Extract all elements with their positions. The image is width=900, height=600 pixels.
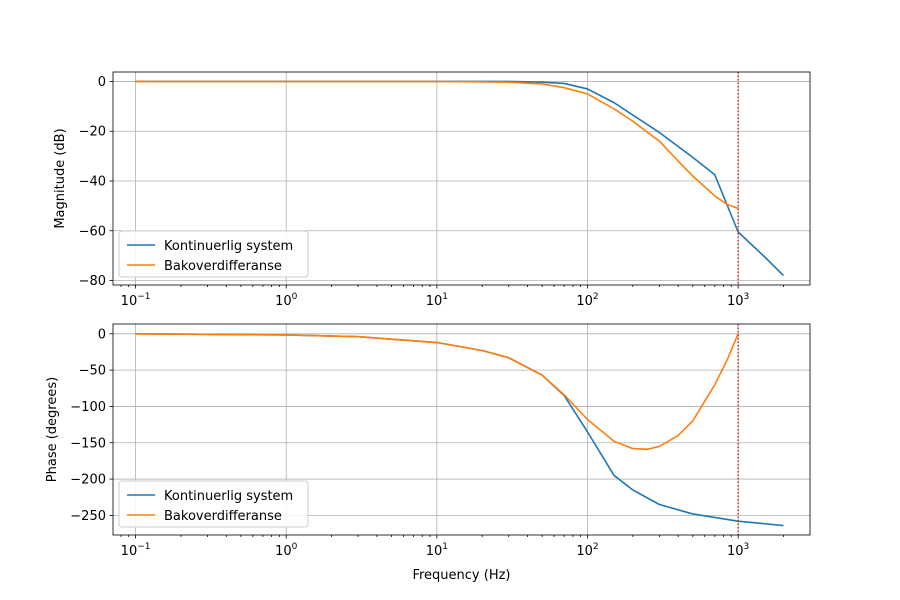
legend-label: Bakoverdifferanse (164, 259, 282, 274)
x-tick-label: 10−1 (121, 292, 151, 309)
x-tick-label: 102 (576, 542, 598, 559)
legend: Kontinuerlig system Bakoverdifferanse (118, 480, 309, 528)
x-tick-label: 100 (275, 292, 298, 309)
subplot-phase: 10−1 100 101 102 103 0 −50 −100 −150 −200 −250 Phas… (45, 323, 811, 583)
x-tick-label: 10−1 (121, 542, 151, 559)
y-axis-label: Magnitude (dB) (53, 128, 68, 228)
x-tick-label: 100 (275, 542, 298, 559)
x-tick-label: 101 (426, 542, 448, 559)
axes-frame (112, 323, 811, 536)
series-line (135, 80, 739, 210)
subplot-magnitude: 10−1 100 101 102 103 0 −20 −40 −60 −80 Magnitude (… (53, 71, 811, 309)
y-tick-label: −60 (79, 224, 106, 239)
y-tick-label: −40 (79, 174, 106, 189)
y-tick-label: −80 (79, 274, 106, 289)
y-axis-label: Phase (degrees) (45, 377, 60, 482)
x-tick-label: 103 (727, 542, 749, 559)
legend: Kontinuerlig system Bakoverdifferanse (118, 230, 309, 278)
y-tick-label: −100 (70, 400, 106, 415)
x-tick-label: 102 (576, 292, 598, 309)
series-line (135, 333, 739, 451)
y-tick-label: 0 (98, 327, 106, 342)
legend-box (118, 480, 309, 528)
y-tick-label: −20 (79, 125, 106, 140)
x-tick-label: 103 (727, 292, 749, 309)
y-tick-label: −250 (70, 509, 106, 524)
y-tick-label: −150 (70, 436, 106, 451)
x-axis-label: Frequency (Hz) (412, 568, 510, 583)
y-tick-label: 0 (98, 75, 106, 90)
legend-label: Kontinuerlig system (164, 239, 293, 254)
legend-box (118, 230, 309, 278)
axes-frame (112, 71, 811, 286)
legend-label: Kontinuerlig system (164, 489, 293, 504)
y-tick-label: −200 (70, 473, 106, 488)
x-tick-label: 101 (426, 292, 448, 309)
legend-label: Bakoverdifferanse (164, 509, 282, 524)
y-tick-label: −50 (79, 364, 106, 379)
